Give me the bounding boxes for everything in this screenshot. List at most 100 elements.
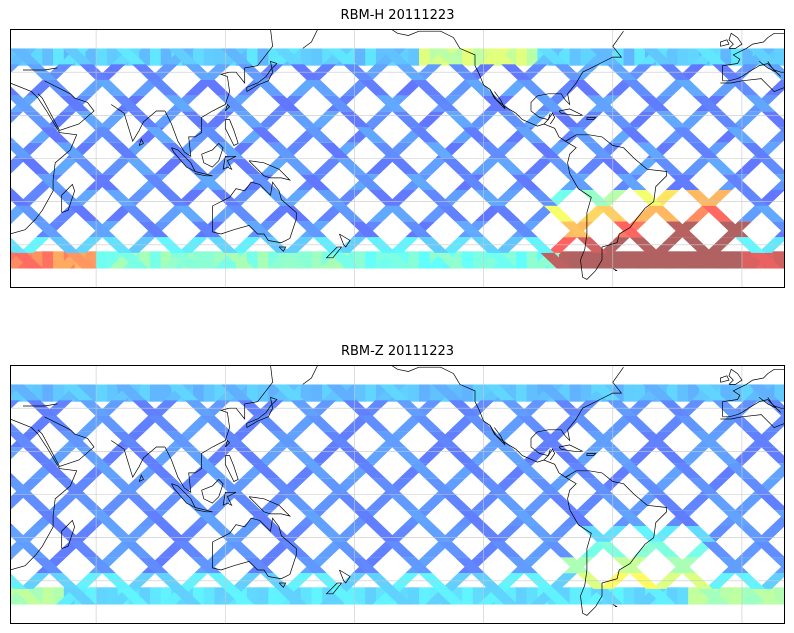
track-segment [385,541,416,558]
track-segment [649,541,680,558]
track-segment [286,111,317,128]
track-cell [354,587,366,605]
track-cell [612,587,625,605]
track-cell [515,587,528,605]
track-segment [234,111,265,128]
track-segment [688,478,720,495]
track-segment [230,158,261,175]
track-cell [354,251,366,269]
coastline [390,365,420,372]
track-cell [300,587,312,605]
track-segment [560,221,591,238]
track-segment [613,221,644,238]
track-cell [688,384,700,402]
track-segment [266,478,298,495]
track-segment [392,111,423,128]
track-segment [326,48,357,65]
track-segment [385,205,416,222]
track-cell [149,48,162,66]
track-segment [751,588,782,605]
track-segment [705,494,736,511]
track-segment [563,174,594,190]
track-segment [616,510,647,526]
track-segment [332,205,364,222]
track-segment [675,79,706,96]
track-cell [408,587,420,605]
coastline [10,82,78,235]
track-segment [10,95,37,112]
track-segment [329,588,360,605]
coastline [722,368,785,417]
track-cell [53,587,65,605]
track-segment [92,463,123,479]
track-segment [576,158,607,175]
track-segment [191,557,222,574]
track-segment [220,384,252,401]
track-segment [164,431,195,448]
track-segment [570,79,601,96]
track-segment [702,205,733,222]
track-segment [408,127,439,143]
track-cell [203,251,216,269]
track-cell [203,587,216,605]
track-segment [596,205,627,222]
track-segment [247,510,278,526]
track-cell [515,384,528,402]
coastline [164,365,273,494]
track-cell [268,587,280,605]
track-segment [49,494,80,511]
track-segment [408,463,439,479]
track-segment [141,510,172,526]
track-segment [412,415,443,432]
track-segment [510,174,542,190]
track-segment [655,111,687,128]
track-cell [139,384,151,402]
track-segment [402,221,433,238]
track-segment [56,478,87,495]
track-segment [655,447,687,464]
track-segment [250,127,281,143]
track-segment [224,252,255,269]
track-segment [748,384,779,401]
track-cell [160,587,173,605]
track-segment [112,95,143,112]
track-cell [192,251,205,269]
track-segment [88,510,120,526]
track-segment [101,494,133,511]
track-cell [505,587,517,605]
track-segment [388,494,420,511]
track-segment [181,111,212,128]
track-segment [774,174,785,185]
track-segment [494,494,525,511]
track-segment [227,205,258,222]
track-cell [354,384,366,402]
track-segment [418,494,449,511]
track-cell [720,384,732,402]
track-segment [695,384,726,401]
coastline [722,399,785,418]
track-segment [69,541,100,558]
track-segment [599,158,631,175]
track-segment [517,79,548,96]
track-cell [139,587,151,605]
track-segment [454,221,485,238]
track-segment [441,494,472,511]
track-cell [634,384,646,402]
track-cell [731,251,743,269]
track-segment [154,158,185,175]
track-segment [65,588,96,605]
track-cell [300,384,312,402]
track-segment [514,463,545,479]
coastline [224,103,231,112]
track-segment [745,95,776,112]
track-segment [751,252,782,269]
track-cell [311,384,323,402]
track-segment [332,541,364,558]
track-segment [85,221,116,238]
track-segment [629,494,660,511]
track-segment [728,79,759,96]
track-segment [250,463,281,479]
track-segment [471,158,502,175]
track-cell [53,251,65,269]
coastline [325,246,343,259]
